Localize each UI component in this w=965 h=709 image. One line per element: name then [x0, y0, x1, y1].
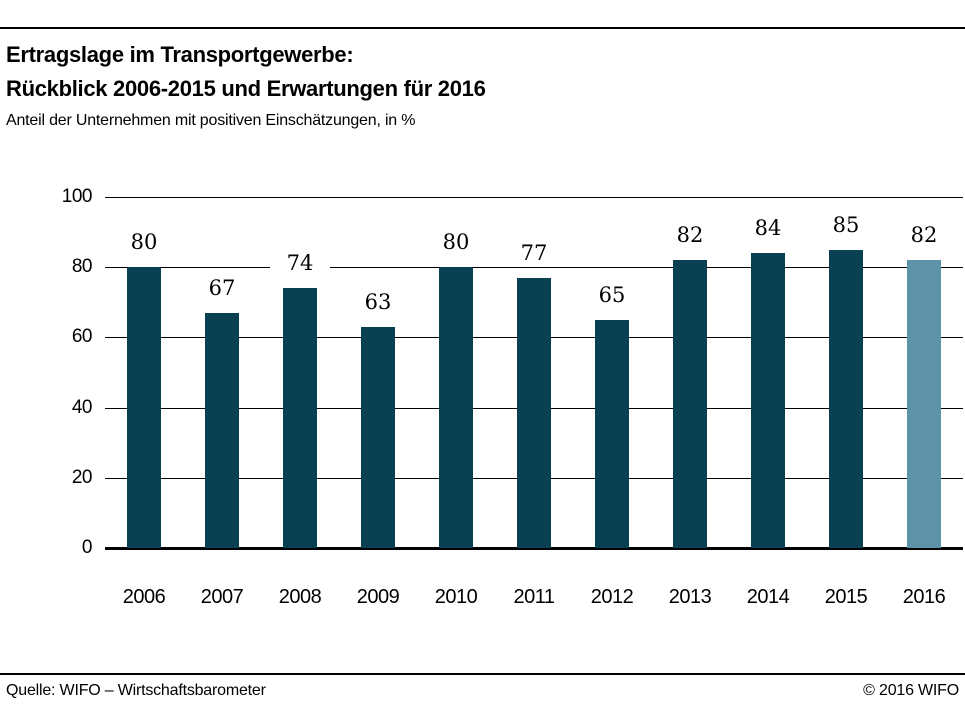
footer-rule	[0, 673, 965, 675]
x-tick-label-2014: 2014	[746, 586, 790, 608]
x-tick-label-2015: 2015	[824, 586, 868, 608]
bar-2011	[517, 277, 551, 548]
gridline-100	[105, 197, 963, 198]
x-tick-label-2012: 2012	[590, 586, 634, 608]
y-tick-label-0: 0	[81, 537, 93, 558]
x-tick-label-2011: 2011	[513, 586, 555, 608]
x-axis-baseline	[105, 547, 963, 550]
bar-2008	[283, 288, 317, 548]
source-note: Quelle: WIFO – Wirtschaftsbarometer	[6, 682, 266, 699]
x-tick-label-2006: 2006	[122, 586, 166, 608]
bar-2014	[751, 253, 785, 548]
chart-title: Ertragslage im Transportgewerbe: Rückbli…	[6, 38, 486, 106]
copyright-note: © 2016 WIFO	[863, 682, 959, 699]
bar-value-label-2014: 84	[738, 216, 798, 241]
bar-2007	[205, 312, 239, 548]
x-tick-label-2016: 2016	[902, 586, 946, 608]
bar-value-label-2013: 82	[660, 223, 720, 248]
x-tick-label-2007: 2007	[200, 586, 244, 608]
x-tick-label-2009: 2009	[356, 586, 400, 608]
chart-title-line2: Rückblick 2006-2015 und Erwartungen für …	[6, 76, 486, 101]
y-tick-label-40: 40	[71, 396, 93, 418]
x-tick-label-2013: 2013	[668, 586, 712, 608]
y-tick-label-100: 100	[61, 186, 93, 207]
bar-value-label-2006: 80	[114, 230, 174, 255]
bar-2012	[595, 319, 629, 548]
x-tick-label-2008: 2008	[278, 586, 322, 608]
bar-2015	[829, 249, 863, 548]
bar-2009	[361, 326, 395, 548]
bar-value-label-2012: 65	[582, 282, 642, 307]
bar-2013	[673, 260, 707, 548]
bar-value-label-2015: 85	[816, 212, 876, 237]
bar-value-label-2008: 74	[270, 251, 330, 276]
chart-title-line1: Ertragslage im Transportgewerbe:	[6, 42, 354, 67]
chart-subtitle: Anteil der Unternehmen mit positiven Ein…	[6, 112, 416, 129]
bar-value-label-2010: 80	[426, 230, 486, 255]
bar-2006	[127, 267, 161, 548]
bar-2016-forecast	[907, 260, 941, 548]
x-tick-label-2010: 2010	[434, 586, 478, 608]
top-rule	[0, 27, 965, 29]
y-tick-label-60: 60	[71, 326, 93, 348]
bar-2010	[439, 267, 473, 548]
bar-value-label-2016: 82	[894, 223, 954, 248]
gridline-80	[105, 267, 963, 269]
bar-value-label-2009: 63	[348, 289, 408, 314]
y-tick-label-20: 20	[71, 466, 93, 488]
bar-value-label-2007: 67	[192, 275, 252, 300]
y-tick-label-80: 80	[71, 256, 93, 278]
bar-value-label-2011: 77	[504, 240, 564, 265]
